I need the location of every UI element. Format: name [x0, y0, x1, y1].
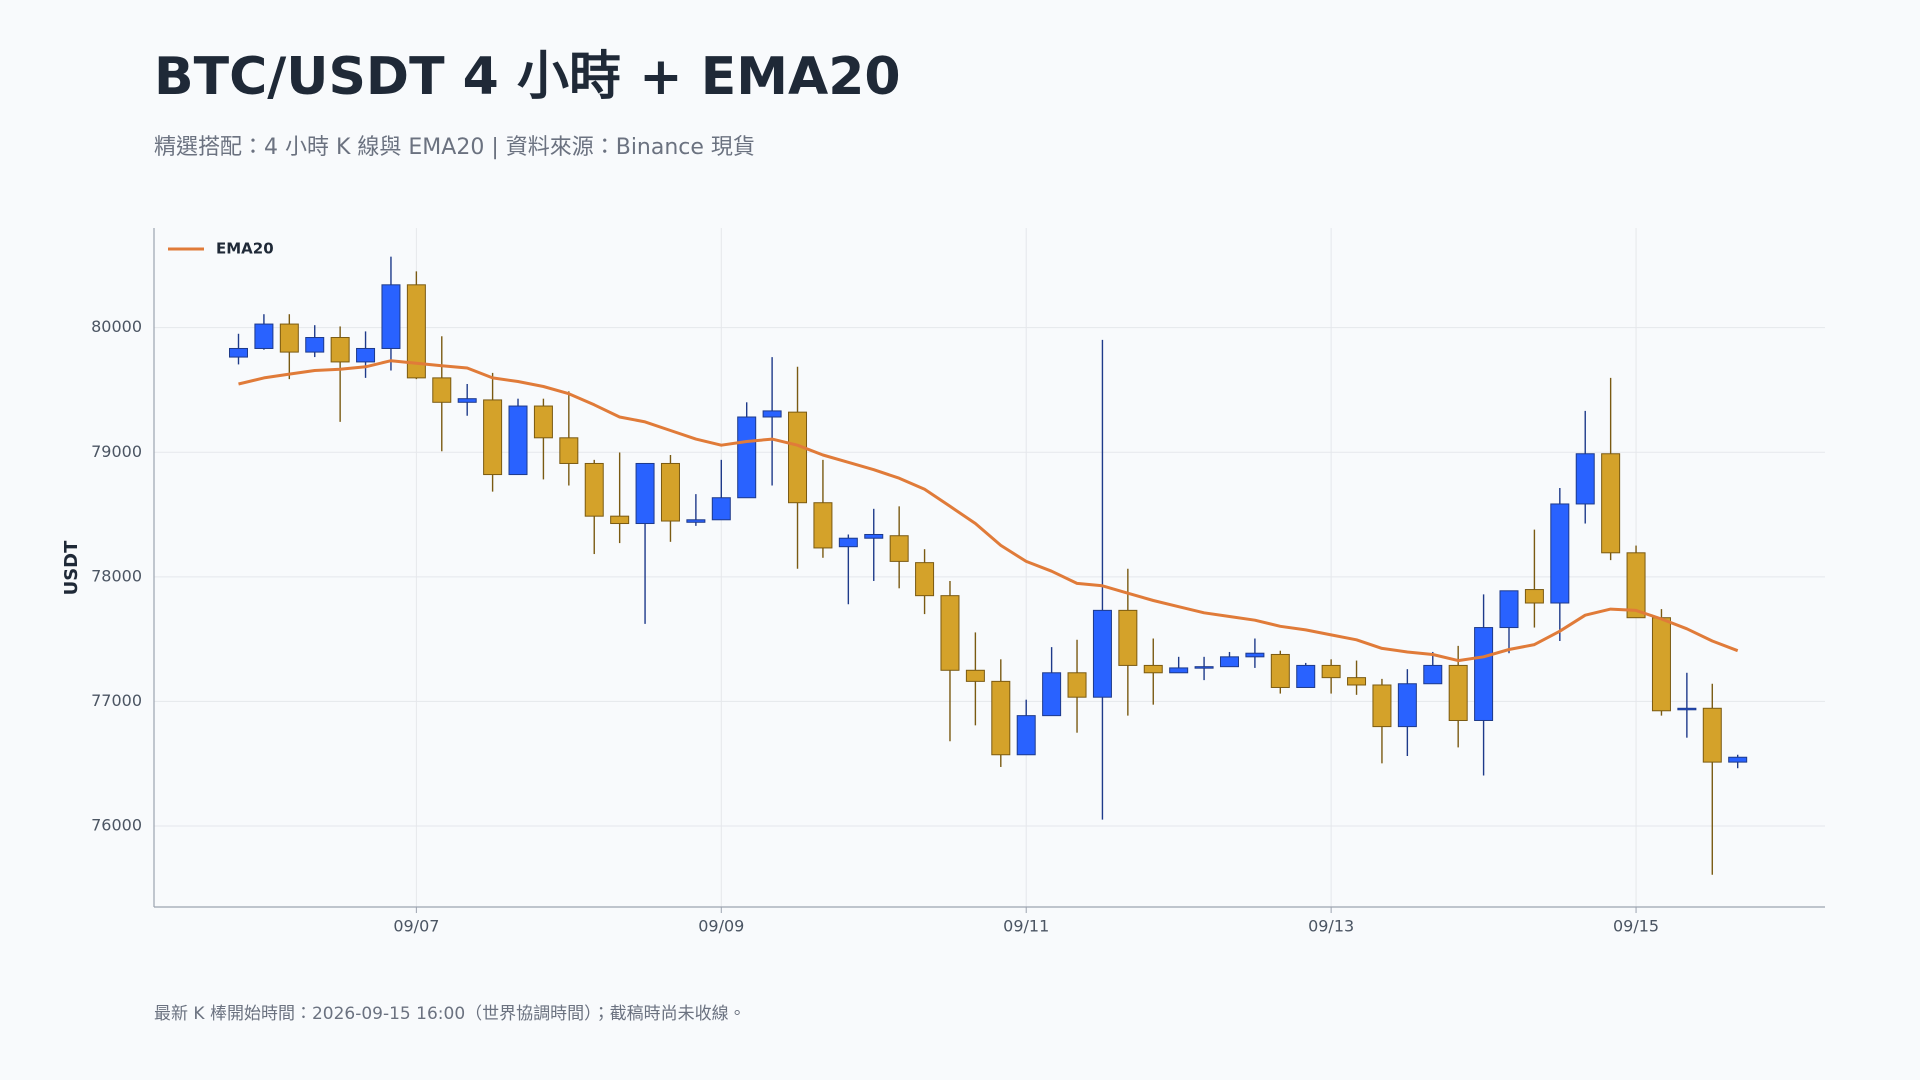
candle-body — [1219, 656, 1239, 668]
candle-body — [1728, 756, 1748, 763]
candle-body — [1677, 707, 1697, 711]
y-tick-label: 78000 — [91, 566, 142, 585]
candle-body — [483, 399, 503, 476]
candle-body — [1118, 609, 1138, 666]
candle-body — [762, 410, 782, 418]
chart-title: BTC/USDT 4 小時 + EMA20 — [154, 47, 901, 107]
candle-body — [940, 595, 960, 671]
candle-body — [889, 535, 909, 562]
candle-body — [1296, 664, 1316, 688]
candle-body — [1270, 653, 1290, 688]
candle-body — [686, 519, 706, 523]
candle-body — [1194, 666, 1214, 669]
candle-body — [457, 398, 477, 403]
candle-body — [1474, 627, 1494, 721]
candle-body — [432, 377, 452, 403]
candle-body — [356, 347, 376, 363]
candle-body — [838, 537, 858, 548]
candle-body — [660, 462, 680, 522]
candle-body — [965, 669, 985, 682]
ema-line — [238, 359, 1739, 663]
candle-body — [533, 405, 553, 439]
candle-body — [1143, 664, 1163, 674]
candle-body — [1016, 715, 1036, 756]
candle-body — [584, 462, 604, 517]
candle-body — [1626, 552, 1646, 619]
candle-body — [610, 515, 630, 525]
x-tick-label: 09/11 — [1003, 917, 1049, 936]
candle-body — [1702, 707, 1722, 763]
candle-body — [991, 680, 1011, 756]
x-tick-label: 09/09 — [698, 917, 744, 936]
candle-body — [381, 284, 401, 349]
candle-body — [1372, 684, 1392, 728]
x-tick-label: 09/13 — [1308, 917, 1354, 936]
candle-body — [1601, 453, 1621, 554]
candle-body — [1042, 672, 1062, 717]
candle-body — [229, 347, 248, 358]
candle-body — [1397, 683, 1417, 728]
candle-body — [737, 416, 757, 499]
candle-body — [1245, 652, 1265, 658]
candle-body — [711, 497, 731, 521]
candle-body — [559, 437, 579, 464]
y-tick-label: 76000 — [91, 816, 142, 835]
candle-body — [1423, 664, 1443, 685]
y-tick-label: 80000 — [91, 317, 142, 336]
candle-body — [1067, 672, 1087, 698]
x-tick-label: 09/07 — [393, 917, 439, 936]
candle-body — [1499, 590, 1519, 629]
candle-body — [915, 562, 935, 597]
y-tick-label: 77000 — [91, 691, 142, 710]
candle-body — [1169, 667, 1189, 674]
candle-body — [1347, 677, 1367, 686]
candle-body — [1524, 589, 1544, 604]
candle-body — [864, 533, 884, 539]
y-axis-label: USDT — [61, 540, 82, 596]
candle-body — [635, 462, 655, 525]
candle-body — [1092, 609, 1112, 698]
candle-body — [406, 284, 426, 379]
candle-body — [1575, 453, 1595, 505]
candle-body — [788, 411, 808, 504]
y-tick-label: 79000 — [91, 442, 142, 461]
candle-body — [1550, 503, 1570, 604]
candle-body — [1448, 664, 1468, 721]
footnote: 最新 K 棒開始時間：2026-09-15 16:00（世界協調時間）；截稿時尚… — [154, 1004, 746, 1024]
candle-body — [813, 502, 833, 549]
candle-body — [1321, 664, 1341, 679]
candle-body — [305, 337, 325, 353]
candle-body — [254, 323, 274, 349]
candle-body — [508, 405, 528, 476]
candle-body — [279, 323, 299, 353]
chart-subtitle: 精選搭配：4 小時 K 線與 EMA20 | 資料來源：Binance 現貨 — [154, 135, 755, 160]
x-tick-label: 09/15 — [1613, 917, 1659, 936]
candle-body — [1651, 617, 1671, 712]
candle-body — [330, 337, 350, 363]
legend-label: EMA20 — [216, 240, 274, 258]
